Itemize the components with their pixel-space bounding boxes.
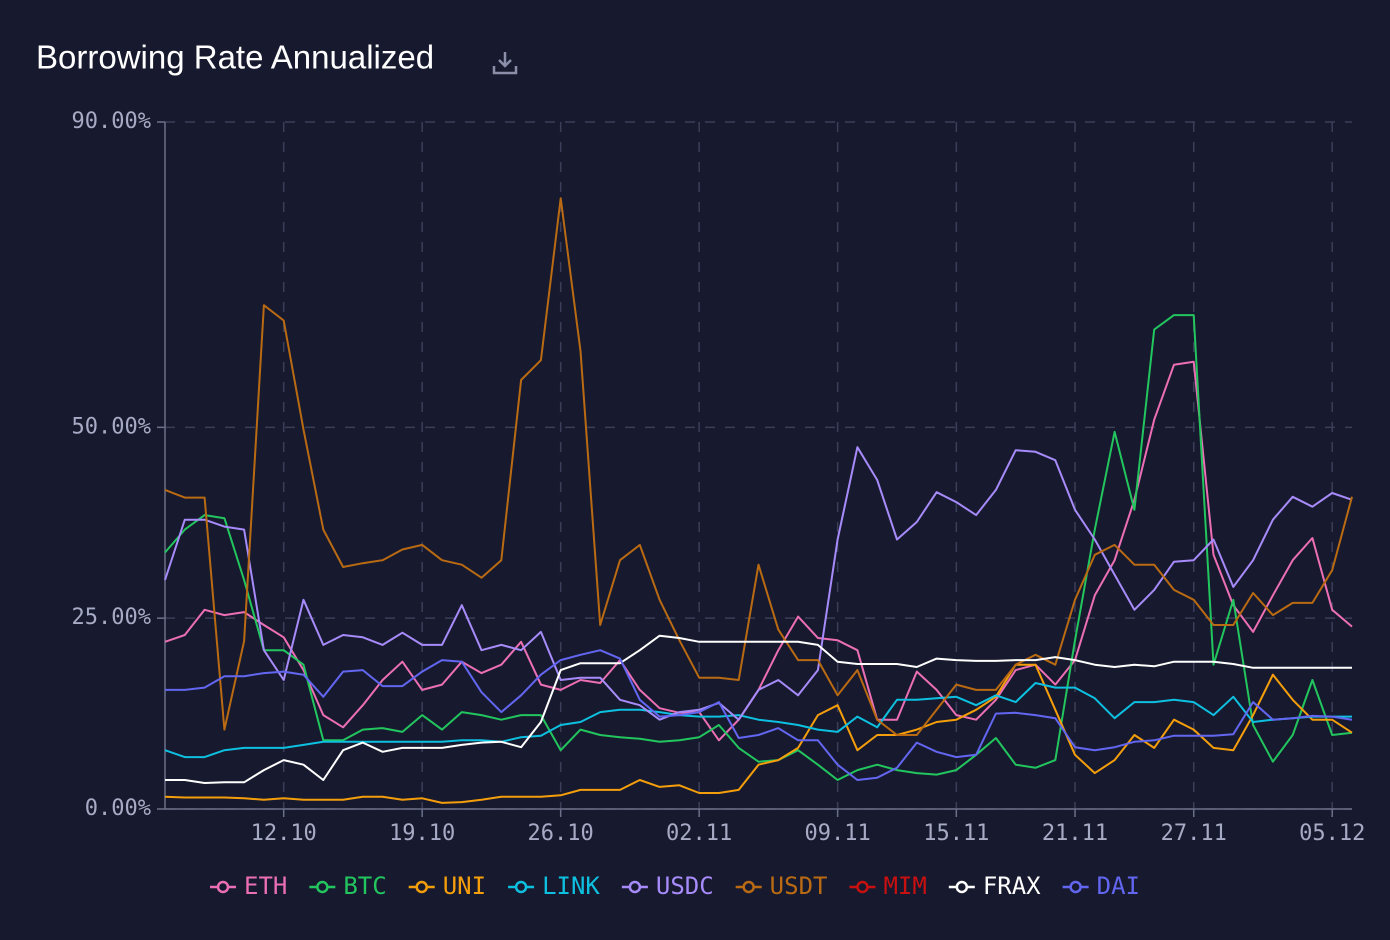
legend-label: LINK [542,872,600,900]
y-tick-label: 90.00% [72,109,151,134]
legend-marker [415,880,428,894]
x-tick-label: 15.11 [923,821,989,846]
download-icon[interactable] [492,52,518,75]
chart-title: Borrowing Rate Annualized [36,39,434,76]
legend-item: MIM [849,872,927,900]
legend-label: BTC [343,872,386,900]
legend-item: FRAX [948,872,1041,900]
x-tick-label: 26.10 [528,821,594,846]
legend-marker [316,880,329,894]
series-line [164,446,1353,721]
legend-marker [1069,880,1082,894]
x-tick-label: 27.11 [1161,821,1227,846]
legend-label: USDC [656,872,714,900]
y-tick-label: 0.00% [85,796,151,821]
legend-label: MIM [883,872,926,900]
x-tick-label: 21.11 [1042,821,1108,846]
legend-label: DAI [1097,872,1140,900]
legend-marker [514,880,528,894]
legend-marker [856,880,869,894]
x-tick-label: 19.10 [389,821,455,846]
series-line [164,197,1353,736]
legend-marker [742,880,755,894]
legend-item: LINK [508,872,600,900]
x-tick-label: 12.10 [251,821,317,846]
y-tick-label: 50.00% [72,414,151,439]
series-line [165,649,1353,781]
legend-item: DAI [1062,872,1140,900]
series-line [164,663,1353,804]
y-tick-label: 25.00% [72,605,151,630]
legend-marker [955,880,969,894]
legend-label: ETH [244,872,287,900]
legend-label: USDT [770,872,828,900]
legend-item: BTC [309,872,387,900]
legend-label: FRAX [983,872,1041,900]
series-line [164,314,1353,781]
legend-marker [216,880,230,894]
legend-label: UNI [443,872,486,900]
x-tick-label: 02.11 [666,821,732,846]
legend-item: UNI [408,872,486,900]
series-line [165,634,1352,784]
legend-item: USDC [621,872,714,900]
x-tick-label: 09.11 [805,821,871,846]
x-tick-label: 05.12 [1299,821,1365,846]
legend-marker [628,880,642,894]
legend-item: USDT [735,872,828,900]
legend-item: ETH [210,872,287,900]
